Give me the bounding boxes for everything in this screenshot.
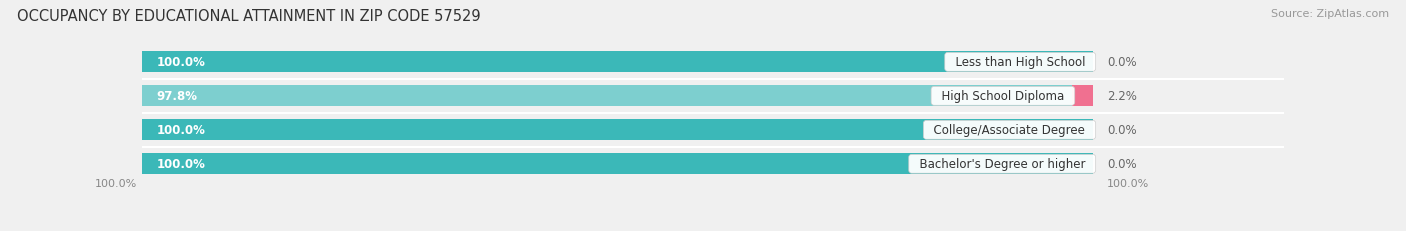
- Bar: [142, 154, 1092, 175]
- Bar: [142, 120, 1092, 141]
- Text: 100.0%: 100.0%: [96, 179, 138, 188]
- Bar: [142, 52, 1092, 73]
- Text: 2.2%: 2.2%: [1107, 90, 1137, 103]
- Text: Source: ZipAtlas.com: Source: ZipAtlas.com: [1271, 9, 1389, 19]
- Text: High School Diploma: High School Diploma: [934, 90, 1071, 103]
- Bar: [142, 52, 1092, 73]
- Text: 97.8%: 97.8%: [156, 90, 197, 103]
- Bar: [1071, 86, 1092, 107]
- Text: 0.0%: 0.0%: [1107, 158, 1136, 170]
- Text: 100.0%: 100.0%: [1107, 179, 1149, 188]
- Text: Bachelor's Degree or higher: Bachelor's Degree or higher: [911, 158, 1092, 170]
- Bar: [142, 154, 1092, 175]
- Text: 100.0%: 100.0%: [156, 158, 205, 170]
- Text: 100.0%: 100.0%: [156, 124, 205, 137]
- Text: 0.0%: 0.0%: [1107, 56, 1136, 69]
- Bar: [142, 120, 1092, 141]
- Bar: [142, 86, 1071, 107]
- Text: 0.0%: 0.0%: [1107, 124, 1136, 137]
- Text: College/Associate Degree: College/Associate Degree: [927, 124, 1092, 137]
- Bar: [142, 86, 1092, 107]
- Text: OCCUPANCY BY EDUCATIONAL ATTAINMENT IN ZIP CODE 57529: OCCUPANCY BY EDUCATIONAL ATTAINMENT IN Z…: [17, 9, 481, 24]
- Text: Less than High School: Less than High School: [948, 56, 1092, 69]
- Text: 100.0%: 100.0%: [156, 56, 205, 69]
